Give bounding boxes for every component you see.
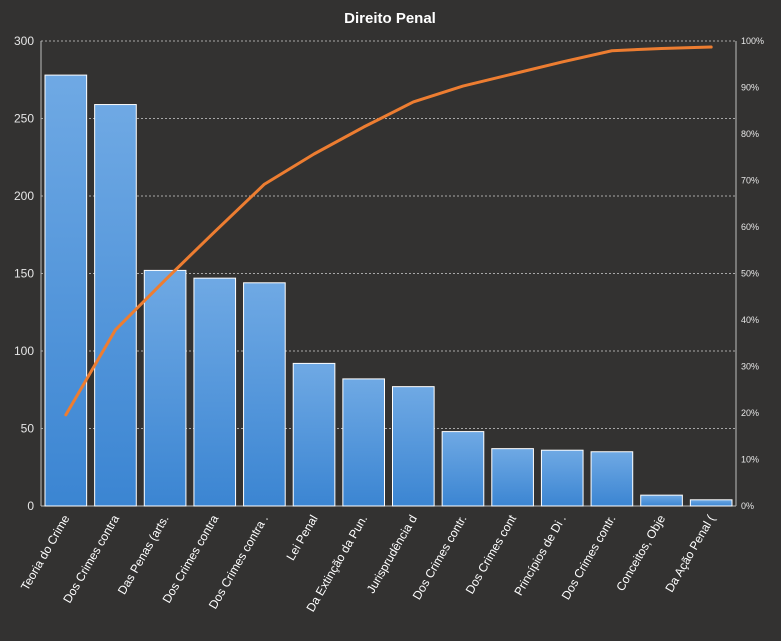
- y2-tick-label: 70%: [741, 176, 759, 186]
- y2-tick-label: 60%: [741, 222, 759, 232]
- cumulative-line: [64, 45, 713, 417]
- x-tick-label: Dos Crimes contra: [60, 512, 122, 605]
- bar: [292, 362, 336, 507]
- y2-tick-label: 20%: [741, 408, 759, 418]
- bar: [491, 448, 534, 507]
- y-tick-label: 50: [21, 422, 35, 436]
- y2-tick-label: 10%: [741, 455, 759, 465]
- y2-tick-label: 50%: [741, 269, 759, 279]
- y-tick-label: 250: [14, 112, 34, 126]
- bar: [540, 449, 584, 507]
- bar: [392, 386, 435, 507]
- y-axis: 0 50 100 150 200 250 300: [14, 34, 34, 513]
- x-tick-label: Lei Penal: [283, 513, 320, 563]
- x-tick-label: Dos Crimes contr.: [410, 513, 470, 603]
- x-tick-label: Dos Crimes contr.: [559, 513, 619, 603]
- y-tick-label: 200: [14, 189, 34, 203]
- bars: [44, 74, 733, 507]
- x-tick-label: Conceitos, Obje: [613, 512, 668, 593]
- x-tick-label: Das Penas (arts.: [115, 513, 172, 597]
- y2-tick-label: 80%: [741, 129, 759, 139]
- y-tick-label: 100: [14, 344, 34, 358]
- bar: [590, 451, 634, 507]
- bar: [94, 104, 137, 507]
- bar: [441, 431, 485, 507]
- x-tick-label: Jurisprudência d: [364, 513, 420, 596]
- bar: [143, 269, 187, 507]
- bar: [342, 378, 386, 507]
- y2-tick-label: 40%: [741, 315, 759, 325]
- y2-tick-label: 100%: [741, 36, 764, 46]
- x-tick-label: Dos Crimes cont: [463, 512, 520, 596]
- y2-axis: 0% 10% 20% 30% 40% 50% 60% 70% 80% 90% 100%: [741, 36, 764, 511]
- cumulative-line-path: [64, 45, 713, 417]
- x-tick-label: Teoria do Crime: [18, 512, 73, 593]
- y2-tick-label: 0%: [741, 501, 754, 511]
- y-tick-label: 150: [14, 267, 34, 281]
- x-tick-label: Da Ação Penal (: [662, 512, 717, 594]
- bar: [193, 277, 237, 507]
- bar: [689, 499, 733, 507]
- y-tick-label: 0: [27, 499, 34, 513]
- y-tick-label: 300: [14, 34, 34, 48]
- bar: [44, 74, 88, 507]
- x-tick-label: Princípios de Di .: [511, 513, 568, 599]
- bar: [640, 494, 683, 507]
- bar: [243, 282, 286, 507]
- y2-tick-label: 30%: [741, 362, 759, 372]
- y2-tick-label: 90%: [741, 83, 759, 93]
- chart-title: Direito Penal: [344, 10, 436, 27]
